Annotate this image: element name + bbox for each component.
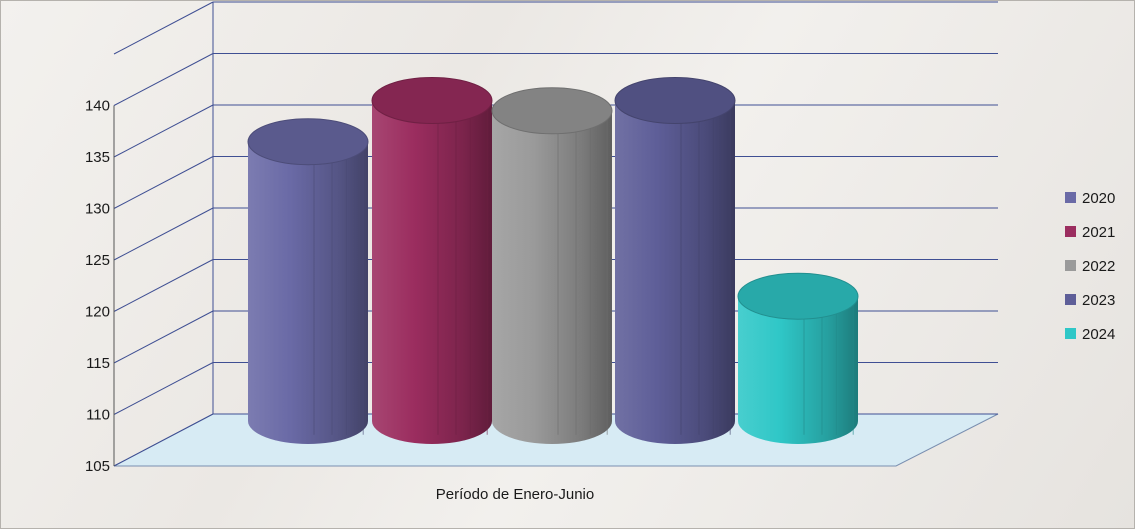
bar-top — [737, 272, 859, 320]
y-tick-label: 130 — [85, 201, 110, 218]
bar-body — [248, 141, 368, 444]
bar-body — [738, 296, 858, 444]
y-tick-label: 110 — [86, 407, 110, 424]
gridline-side — [113, 259, 214, 312]
y-tick-label: 125 — [85, 252, 110, 269]
bar-top — [371, 77, 493, 124]
bar-body — [372, 100, 492, 444]
gridline-side — [113, 53, 214, 106]
legend-label-2022: 2022 — [1082, 258, 1115, 275]
y-tick-label: 135 — [85, 149, 110, 166]
legend-label-2021: 2021 — [1082, 224, 1115, 241]
bar-2020 — [247, 118, 369, 444]
gridline-side — [113, 413, 214, 467]
gridline-side — [113, 104, 214, 158]
y-tick-label: 140 — [85, 98, 110, 115]
bar-body — [492, 110, 612, 445]
gridline-side — [113, 156, 214, 209]
bar-2022 — [491, 87, 613, 445]
bar-2024 — [737, 272, 859, 444]
legend-label-2020: 2020 — [1082, 190, 1115, 207]
gridline-side — [113, 207, 214, 261]
y-tick-label: 105 — [85, 458, 110, 475]
y-tick-label: 115 — [86, 355, 110, 372]
x-category-label: Período de Enero-Junio — [436, 486, 594, 503]
legend-swatch-2024 — [1065, 328, 1076, 339]
bar-top — [614, 77, 736, 124]
legend-label-2023: 2023 — [1082, 292, 1115, 309]
gridline-side — [113, 1, 214, 55]
legend-swatch-2021 — [1065, 226, 1076, 237]
bar-2023 — [614, 77, 736, 444]
bar-top — [247, 118, 369, 166]
legend-swatch-2023 — [1065, 294, 1076, 305]
legend-label-2024: 2024 — [1082, 326, 1115, 343]
bar-body — [615, 100, 735, 444]
bar-top — [491, 87, 613, 135]
bar-2021 — [371, 77, 493, 444]
legend-swatch-2022 — [1065, 260, 1076, 271]
gridline-side — [113, 310, 214, 364]
gridline-side — [113, 362, 214, 415]
y-tick-label: 120 — [85, 304, 110, 321]
legend-swatch-2020 — [1065, 192, 1076, 203]
